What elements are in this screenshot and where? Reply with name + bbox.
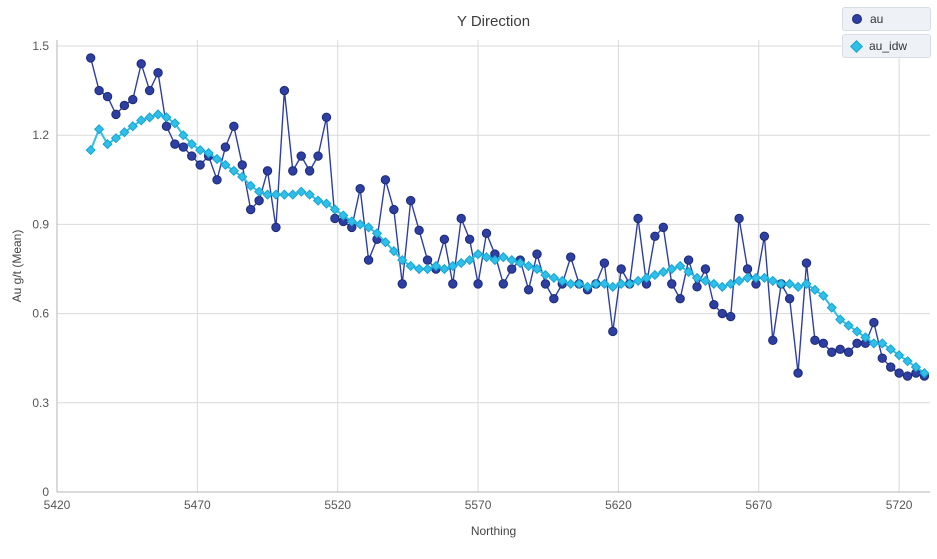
svg-text:5520: 5520 bbox=[324, 498, 351, 512]
x-tick-labels: 5420 5470 5520 5570 5620 5670 5720 bbox=[44, 498, 913, 512]
series-au_idw bbox=[85, 109, 930, 379]
x-axis-title: Northing bbox=[470, 524, 517, 538]
legend-item-au[interactable]: au bbox=[842, 7, 931, 31]
svg-text:5670: 5670 bbox=[745, 498, 772, 512]
svg-text:0.9: 0.9 bbox=[32, 217, 49, 231]
chart-title: Y Direction bbox=[456, 13, 531, 30]
y-tick-labels: 0 0.3 0.6 0.9 1.2 1.5 bbox=[32, 39, 49, 499]
svg-text:5620: 5620 bbox=[605, 498, 632, 512]
svg-text:5570: 5570 bbox=[465, 498, 492, 512]
svg-text:5420: 5420 bbox=[44, 498, 71, 512]
gridlines bbox=[56, 40, 930, 493]
svg-text:1.5: 1.5 bbox=[32, 39, 49, 53]
legend-label-au-idw: au_idw bbox=[869, 39, 908, 53]
svg-text:1.2: 1.2 bbox=[32, 128, 49, 142]
svg-text:5470: 5470 bbox=[184, 498, 211, 512]
legend-label-au: au bbox=[870, 12, 884, 26]
svg-text:0.6: 0.6 bbox=[32, 307, 49, 321]
y-axis-title: Au g/t (Mean) bbox=[10, 229, 24, 303]
svg-text:0.3: 0.3 bbox=[32, 396, 49, 410]
axes bbox=[56, 40, 930, 493]
svg-text:5720: 5720 bbox=[886, 498, 913, 512]
series-au bbox=[85, 53, 930, 381]
diamond-marker-icon bbox=[850, 39, 863, 53]
legend-item-au-idw[interactable]: au_idw bbox=[842, 34, 931, 58]
legend: au au_idw bbox=[842, 7, 931, 58]
circle-marker-icon bbox=[852, 14, 862, 24]
svg-text:0: 0 bbox=[42, 485, 49, 499]
